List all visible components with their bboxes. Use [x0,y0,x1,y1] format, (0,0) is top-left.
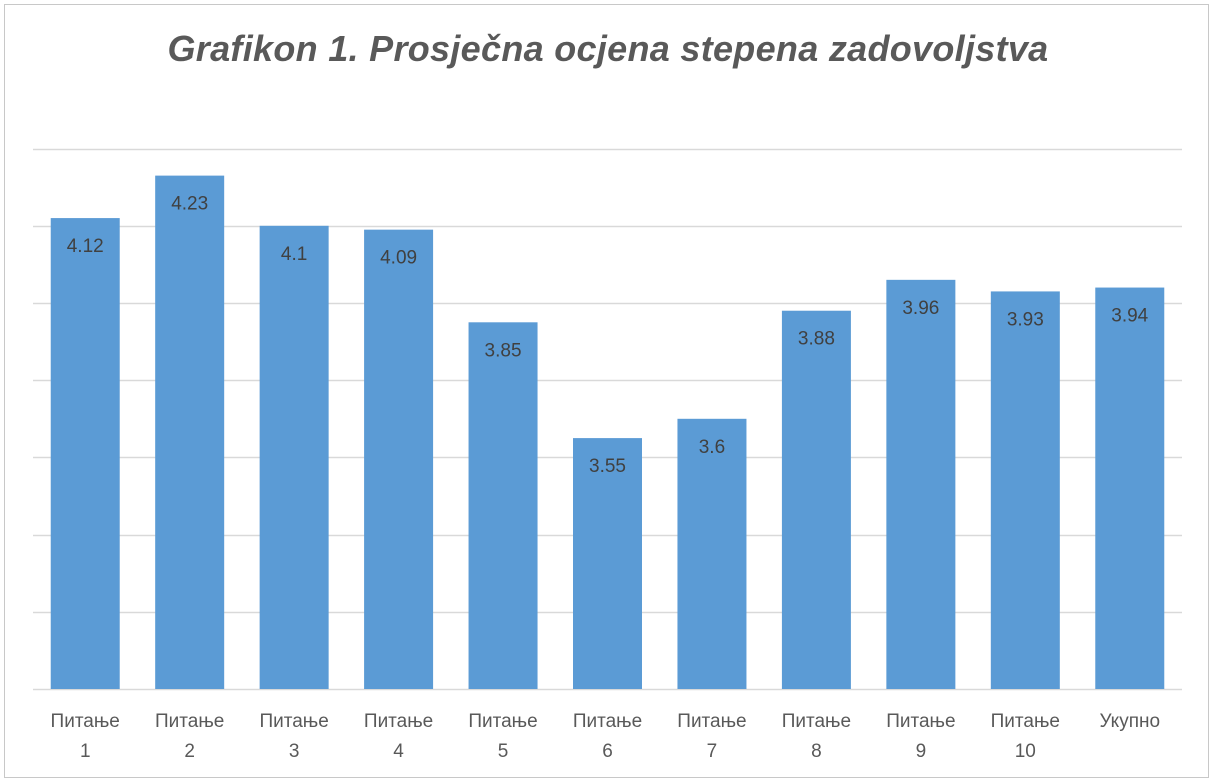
category-label: 1 [80,741,91,762]
bar [259,225,329,690]
category-label: 6 [602,741,613,762]
category-label: Питање [886,711,955,732]
category-label: Питање [991,711,1060,732]
bar [155,175,225,689]
data-label: 4.09 [380,248,417,269]
bar [364,229,434,689]
data-label: 3.94 [1111,306,1148,327]
bar [781,310,851,689]
bar [1095,287,1165,689]
category-label: 3 [289,741,300,762]
category-label: 4 [393,741,404,762]
chart-title: Grafikon 1. Prosječna ocjena stepena zad… [167,28,1049,69]
data-label: 3.93 [1007,309,1044,330]
category-label: 9 [916,741,927,762]
data-label: 4.12 [67,236,104,257]
category-label: 2 [184,741,195,762]
category-label: 10 [1015,741,1036,762]
data-label: 3.85 [485,340,522,361]
data-label: 3.88 [798,329,835,350]
bar [468,322,538,689]
data-label: 3.6 [699,437,725,458]
category-label: 7 [707,741,718,762]
data-label: 3.96 [902,298,939,319]
category-label: Питање [364,711,433,732]
category-label: Питање [51,711,120,732]
bar [990,291,1060,689]
category-label: 8 [811,741,822,762]
category-label: Питање [677,711,746,732]
category-label: 5 [498,741,509,762]
category-label: Питање [155,711,224,732]
bar [573,438,642,689]
category-label: Питање [573,711,642,732]
data-label: 4.23 [171,194,208,215]
category-label: Питање [259,711,328,732]
bar [886,279,956,689]
bar [50,218,120,689]
category-label: Укупно [1099,711,1160,732]
category-label: Питање [782,711,851,732]
data-label: 3.55 [589,456,626,477]
bar [677,418,747,689]
data-label: 4.1 [281,244,307,265]
category-label: Питање [468,711,537,732]
